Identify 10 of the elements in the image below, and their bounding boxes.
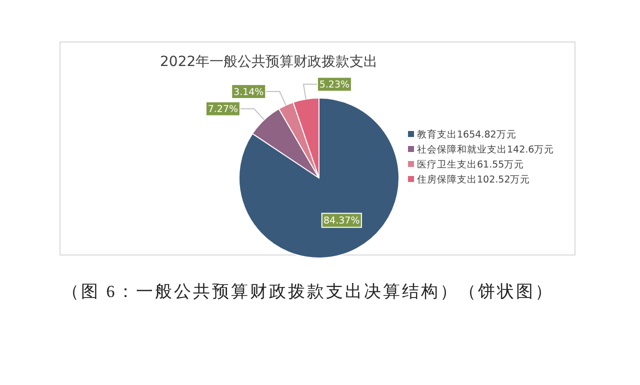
data-label: 7.27% — [208, 104, 238, 116]
legend-label: 住房保障支出102.52万元 — [417, 173, 530, 186]
text: （图 6：一般公共预算财政拨款支出决算结构）（饼状图） — [62, 282, 554, 301]
chart-title: 2022年一般公共预算财政拨款支出 — [160, 54, 378, 70]
data-label: 5.23% — [319, 80, 350, 91]
legend-label: 教育支出1654.82万元 — [417, 128, 516, 140]
legend-label: 社会保障和就业支出142.6万元 — [417, 143, 554, 156]
data-label: 84.37% — [324, 216, 360, 227]
data-label: 3.14% — [234, 86, 264, 98]
legend-label: 医疗卫生支出61.55万元 — [417, 158, 524, 170]
